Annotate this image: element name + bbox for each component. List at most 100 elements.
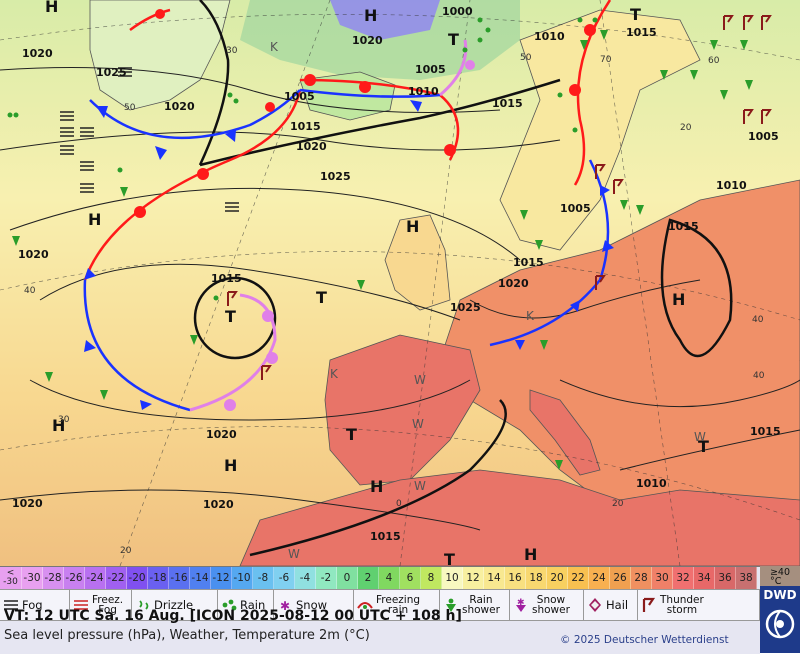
- cold-marker: K: [330, 367, 339, 381]
- warm-marker: W: [414, 373, 426, 387]
- dwd-logo[interactable]: DWD: [760, 586, 800, 653]
- legend-label: Rain shower: [462, 594, 500, 616]
- grid-label: 60: [708, 56, 720, 66]
- warm-marker: W: [412, 417, 424, 431]
- isobar-labels: 1000 1005 1005 1005 1005 1010 1010 1010 …: [12, 5, 781, 543]
- scale-cell: -2: [316, 567, 337, 589]
- low-center: T: [448, 30, 459, 49]
- scale-cell: -4: [295, 567, 316, 589]
- grid-label: 0: [396, 499, 402, 509]
- isobar-label: 1005: [415, 63, 446, 76]
- high-center: H: [370, 477, 383, 496]
- scale-cell: 30: [652, 567, 673, 589]
- scale-cell: -30: [22, 567, 43, 589]
- legend-item-fog: Fog: [0, 590, 70, 620]
- scale-cell: 6: [400, 567, 421, 589]
- isobar-label: 1015: [290, 120, 321, 133]
- scale-cell: 20: [547, 567, 568, 589]
- scale-cell: -20: [127, 567, 148, 589]
- iberia: [324, 334, 481, 486]
- scale-cell: -26: [64, 567, 85, 589]
- north-africa: [239, 469, 800, 566]
- legend-label: Snow shower: [532, 594, 570, 616]
- isobar-label: 1015: [513, 256, 544, 269]
- scale-cell: -8: [253, 567, 274, 589]
- map-legend: < -30 -30 -28 -26 -24 -22 -20 -18 -16 -14 -12 -10 -8-…: [0, 566, 760, 654]
- cold-front-symbols: [84, 100, 614, 410]
- rain-symbols: [7, 17, 598, 301]
- bold-isobars: [193, 0, 733, 557]
- warm-marker: W: [414, 479, 426, 493]
- isobars: [0, 67, 800, 531]
- legend-label: Snow: [296, 597, 328, 612]
- grid-labels: 30 50 60 40 40 40 30 20 20 0 20 50 70: [24, 46, 765, 556]
- isobar-label: 1020: [18, 248, 49, 261]
- high-center: H: [672, 290, 685, 309]
- scale-max-cell: ≥40 °C: [760, 566, 800, 588]
- warm-fronts: [83, 0, 612, 281]
- scandinavia: [499, 9, 701, 251]
- dwd-swirl-icon: [765, 609, 795, 639]
- svg-text:✱: ✱: [280, 599, 290, 612]
- pressure-centers: H H H H H H H H H T T T T T T T: [45, 0, 709, 566]
- scale-max-text: ≥40: [769, 567, 791, 578]
- scale-cell: -18: [148, 567, 169, 589]
- low-center: T: [444, 550, 455, 566]
- legend-label: Fog: [22, 597, 43, 612]
- high-center: H: [45, 0, 58, 16]
- logo-text: DWD: [763, 588, 797, 602]
- isobar-label: 1005: [748, 130, 779, 143]
- weather-type-legend: Fog Freez. Fog Drizzle Rain ✱ Snow Freezing rain…: [0, 589, 760, 621]
- isobar-label: 1020: [22, 47, 53, 60]
- cold-marker: K: [270, 40, 279, 54]
- isobar-label: 1020: [296, 140, 327, 153]
- rain-shower-symbols: [12, 30, 753, 470]
- copyright[interactable]: © 2025 Deutscher Wetterdienst: [560, 634, 729, 646]
- grid-label: 40: [24, 286, 36, 296]
- legend-item-thunderstorm: Thunder storm: [638, 590, 760, 620]
- snow-icon: ✱: [276, 596, 294, 614]
- warm-marker: W: [288, 547, 300, 561]
- scale-cell: 2: [358, 567, 379, 589]
- scale-cell: 4: [379, 567, 400, 589]
- scale-cell: 18: [526, 567, 547, 589]
- occlusion-symbols: [224, 60, 475, 411]
- isobar-label: 1000: [442, 5, 473, 18]
- map-description: Sea level pressure (hPa), Weather, Tempe…: [4, 628, 370, 643]
- legend-item-freezing-fog: Freez. Fog: [70, 590, 132, 620]
- scale-cell: -22: [106, 567, 127, 589]
- isobar-label: 1010: [636, 477, 667, 490]
- scale-cell: -16: [169, 567, 190, 589]
- scale-cell: -14: [190, 567, 211, 589]
- scale-max-text: °C: [769, 576, 782, 587]
- high-center: H: [524, 545, 537, 564]
- high-center: H: [364, 6, 377, 25]
- isobar-label: 1025: [320, 170, 351, 183]
- legend-item-hail: Hail: [584, 590, 638, 620]
- isobar-label: 1005: [560, 202, 591, 215]
- grid-label: 30: [58, 415, 70, 425]
- valid-time: VT: 12 UTC Sa. 16 Aug. [ICON 2025-08-12 …: [4, 608, 462, 624]
- legend-label: Freezing rain: [376, 594, 421, 616]
- scale-min-label: <: [6, 568, 15, 578]
- legend-item-snow: ✱ Snow: [274, 590, 354, 620]
- fog-symbols: [60, 67, 239, 212]
- grid-label: 50: [124, 103, 136, 113]
- scale-cell: 12: [463, 567, 484, 589]
- low-center: T: [346, 425, 357, 444]
- cold-fronts: [83, 88, 610, 412]
- weather-map[interactable]: H H H H H H H H H T T T T T T T 1000 100…: [0, 0, 800, 566]
- thunderstorm-icon: [640, 596, 658, 614]
- scale-cell: -28: [43, 567, 64, 589]
- arctic-very-cold-area: [330, 0, 440, 40]
- scale-cell: 32: [673, 567, 694, 589]
- isobar-label: 1025: [450, 301, 481, 314]
- rain-shower-icon: [442, 596, 460, 614]
- temperature-scale: < -30 -30 -28 -26 -24 -22 -20 -18 -16 -14 -12 -10 -8-…: [0, 567, 757, 589]
- isobar-label: 1015: [626, 26, 657, 39]
- scale-cell-min: < -30: [0, 567, 22, 589]
- scale-cell: 38: [736, 567, 757, 589]
- grid-label: 20: [680, 123, 692, 133]
- scale-cell: 28: [631, 567, 652, 589]
- isobar-label: 1015: [750, 425, 781, 438]
